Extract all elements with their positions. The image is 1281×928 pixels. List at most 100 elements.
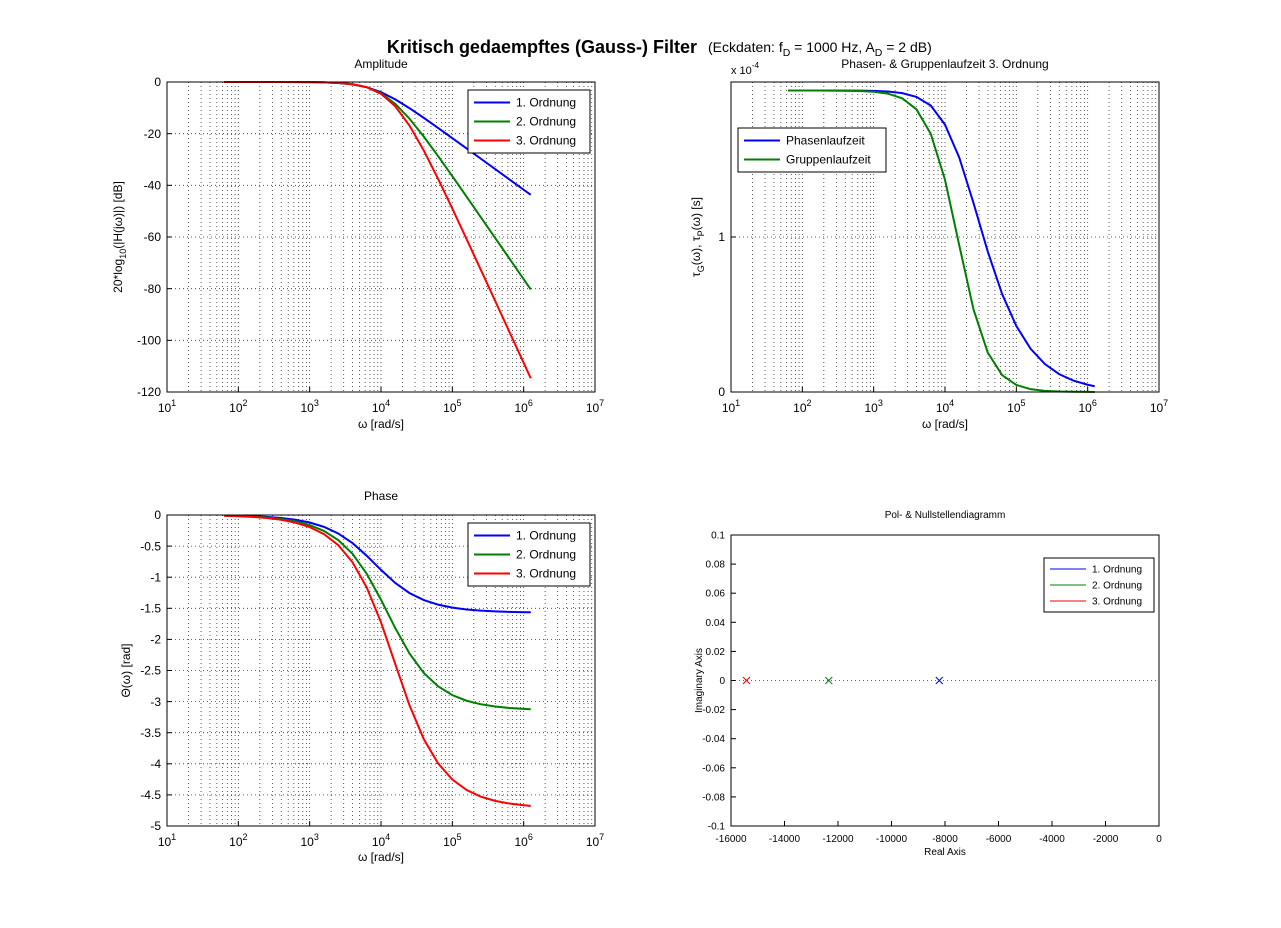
text-part: 10: [1007, 401, 1021, 415]
y-tick-label: -100: [137, 334, 161, 348]
figure-subtitle: (Eckdaten: fD = 1000 Hz, AD = 2 dB): [708, 39, 932, 59]
x-axis-label: ω [rad/s]: [358, 850, 404, 864]
x-tick-label: 102: [793, 398, 811, 415]
data-point: [824, 676, 833, 685]
text-part: 1: [171, 832, 176, 842]
text-part: 10: [514, 835, 528, 849]
x-tick-label: 105: [443, 832, 461, 849]
text-part: 10: [158, 835, 172, 849]
y-tick-label: -3: [150, 695, 161, 709]
x-tick-label: 106: [514, 832, 532, 849]
y-tick-label: -0.1: [708, 822, 726, 833]
axes-box: [166, 514, 596, 827]
text-part: 3: [314, 832, 319, 842]
x-tick-label: 104: [936, 398, 954, 415]
legend-box: [737, 127, 887, 173]
text-part: 10: [1078, 401, 1092, 415]
legend-label: 2. Ordnung: [516, 115, 576, 129]
text-part: 10: [443, 835, 457, 849]
text-part: 1: [171, 398, 176, 408]
x-tick-label: 104: [372, 832, 390, 849]
text-part: 10: [586, 835, 600, 849]
text-part: 4: [385, 398, 390, 408]
text-part: 10: [372, 835, 386, 849]
legend-label: 2. Ordnung: [516, 548, 576, 562]
data-point: [935, 676, 944, 685]
y-tick-label: -80: [144, 282, 162, 296]
axes-title: Phase: [364, 489, 398, 503]
x-tick-label: 104: [372, 398, 390, 415]
axes-title: Pol- & Nullstellendiagramm: [885, 510, 1006, 521]
text-part: 10: [443, 401, 457, 415]
y-tick-label: -40: [144, 179, 162, 193]
text-part: (ω), τ: [689, 236, 703, 265]
text-part: P: [696, 230, 706, 236]
y-tick-label: 0.1: [711, 531, 725, 542]
x-tick-label: 103: [864, 398, 882, 415]
legend-label: 1. Ordnung: [516, 529, 576, 543]
text-part: 5: [1021, 398, 1026, 408]
x-tick-label: -8000: [932, 834, 958, 845]
y-tick-label: -0.06: [702, 763, 725, 774]
text-part: -4: [752, 61, 760, 70]
x-tick-label: 107: [1150, 398, 1168, 415]
text-part: (|H(jω)|) [dB]: [111, 181, 125, 249]
x-tick-label: 106: [514, 398, 532, 415]
text-part: 10: [229, 835, 243, 849]
text-part: 3: [878, 398, 883, 408]
text-part: 10: [514, 401, 528, 415]
x-tick-label: 0: [1156, 834, 1162, 845]
text-part: D: [875, 47, 883, 59]
text-part: 20*log: [111, 259, 125, 293]
text-part: (ω) [s]: [689, 197, 703, 230]
axes-box: [730, 534, 1160, 827]
text-part: x 10: [731, 65, 752, 77]
x-tick-label: -4000: [1039, 834, 1065, 845]
legend-label: 3. Ordnung: [516, 567, 576, 581]
text-part: 6: [1092, 398, 1097, 408]
text-part: (Eckdaten: f: [708, 39, 783, 55]
text-part: 1: [735, 398, 740, 408]
y-tick-label: -0.5: [140, 539, 161, 553]
text-part: 10: [793, 401, 807, 415]
text-part: = 2 dB): [882, 39, 931, 55]
y-tick-label: 0: [154, 508, 161, 522]
x-tick-label: 101: [158, 398, 176, 415]
y-tick-label: -60: [144, 230, 162, 244]
x-tick-label: 107: [586, 832, 604, 849]
text-part: 5: [457, 832, 462, 842]
axes-title: Amplitude: [354, 57, 408, 71]
data-line: [223, 514, 531, 807]
x-tick-label: 105: [1007, 398, 1025, 415]
y-axis-label: τG(ω), τP(ω) [s]: [689, 197, 706, 277]
x-tick-label: 105: [443, 398, 461, 415]
text-part: 10: [158, 401, 172, 415]
text-part: τ: [689, 272, 703, 277]
y-tick-label: 0: [154, 75, 161, 89]
text-part: 7: [599, 832, 604, 842]
text-part: 4: [385, 832, 390, 842]
y-axis-label: Θ(ω) [rad]: [119, 643, 133, 697]
legend-label: 3. Ordnung: [516, 134, 576, 148]
x-tick-label: 102: [229, 832, 247, 849]
y-tick-label: -3.5: [140, 726, 161, 740]
legend-label: 3. Ordnung: [1092, 597, 1142, 608]
x-tick-label: -12000: [822, 834, 854, 845]
y-tick-label: -4.5: [140, 788, 161, 802]
data-point: [742, 676, 751, 685]
text-part: 10: [372, 401, 386, 415]
y-tick-label: -0.02: [702, 705, 725, 716]
legend-label: 1. Ordnung: [516, 96, 576, 110]
y-tick-label: 0.06: [706, 589, 726, 600]
text-part: 10: [586, 401, 600, 415]
axes-box: [166, 81, 596, 393]
x-tick-label: 103: [300, 832, 318, 849]
text-part: 2: [243, 832, 248, 842]
y-tick-label: -0.04: [702, 734, 725, 745]
text-part: 5: [457, 398, 462, 408]
y-tick-label: 0.04: [706, 618, 726, 629]
text-part: 10: [300, 401, 314, 415]
x-tick-label: 103: [300, 398, 318, 415]
legend-label: 1. Ordnung: [1092, 565, 1142, 576]
